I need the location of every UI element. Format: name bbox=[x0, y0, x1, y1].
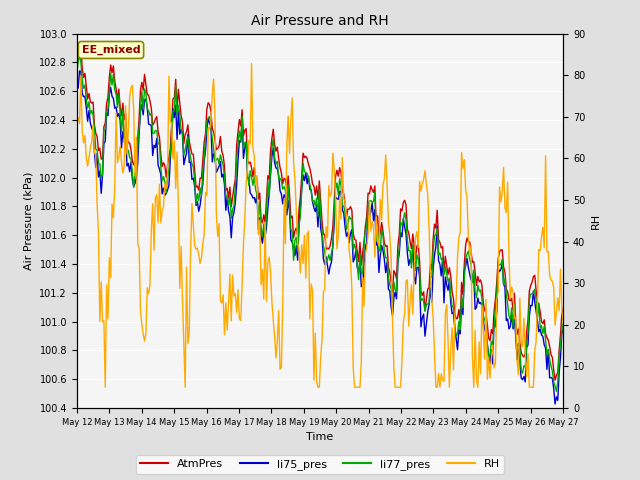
AtmPres bbox=[134, 134, 141, 140]
li77_pres bbox=[220, 162, 227, 168]
Line: li75_pres: li75_pres bbox=[77, 71, 563, 404]
li75_pres bbox=[287, 237, 294, 243]
Y-axis label: RH: RH bbox=[591, 213, 601, 229]
li75_pres bbox=[134, 160, 141, 166]
li75_pres bbox=[236, 138, 243, 144]
li75_pres bbox=[244, 175, 252, 181]
Line: AtmPres: AtmPres bbox=[77, 48, 563, 380]
li77_pres bbox=[73, 72, 81, 77]
li77_pres bbox=[134, 143, 141, 149]
li75_pres bbox=[534, 318, 541, 324]
AtmPres bbox=[73, 59, 81, 64]
X-axis label: Time: Time bbox=[307, 432, 333, 442]
RH bbox=[244, 165, 252, 170]
li75_pres bbox=[73, 83, 81, 89]
Text: EE_mixed: EE_mixed bbox=[82, 45, 140, 55]
RH bbox=[134, 241, 141, 247]
RH bbox=[236, 316, 243, 322]
AtmPres bbox=[236, 117, 243, 122]
li77_pres bbox=[559, 321, 567, 327]
li77_pres bbox=[287, 227, 294, 232]
RH bbox=[559, 320, 567, 326]
Line: li77_pres: li77_pres bbox=[77, 56, 563, 391]
RH bbox=[73, 117, 81, 122]
AtmPres bbox=[77, 45, 84, 50]
li75_pres bbox=[220, 171, 227, 177]
RH bbox=[535, 247, 543, 252]
AtmPres bbox=[220, 153, 227, 158]
li77_pres bbox=[244, 170, 252, 176]
li75_pres bbox=[76, 68, 83, 74]
RH bbox=[220, 292, 227, 298]
Y-axis label: Air Pressure (kPa): Air Pressure (kPa) bbox=[24, 172, 34, 270]
li75_pres bbox=[559, 327, 567, 333]
RH bbox=[101, 384, 109, 390]
li75_pres bbox=[551, 401, 559, 407]
RH bbox=[289, 95, 296, 101]
Line: RH: RH bbox=[77, 63, 563, 387]
AtmPres bbox=[244, 157, 252, 163]
li77_pres bbox=[534, 314, 541, 320]
AtmPres bbox=[559, 306, 567, 312]
Legend: AtmPres, li75_pres, li77_pres, RH: AtmPres, li75_pres, li77_pres, RH bbox=[136, 455, 504, 474]
Title: Air Pressure and RH: Air Pressure and RH bbox=[251, 14, 389, 28]
AtmPres bbox=[551, 377, 559, 383]
li77_pres bbox=[236, 128, 243, 134]
AtmPres bbox=[287, 215, 294, 221]
AtmPres bbox=[534, 300, 541, 305]
RH bbox=[248, 60, 255, 66]
li77_pres bbox=[76, 53, 83, 59]
li77_pres bbox=[552, 388, 560, 394]
